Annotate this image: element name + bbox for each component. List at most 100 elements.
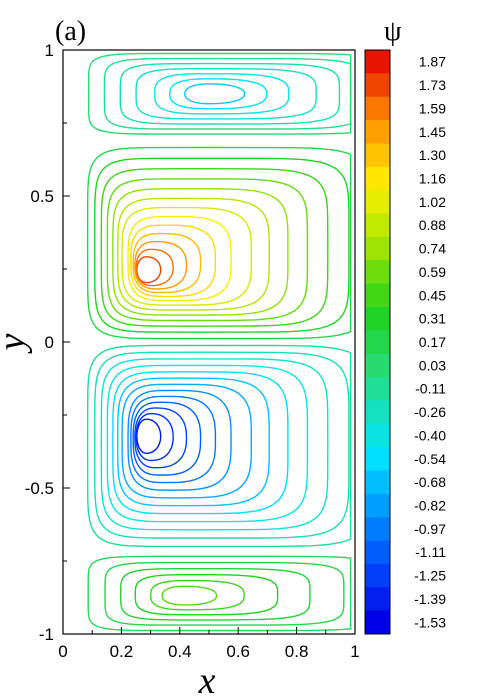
- x-axis-ticks: 0 0.2 0.4 0.6 0.8 1: [58, 627, 360, 661]
- contour-line: [100, 167, 329, 327]
- colorbar-swatch: [365, 423, 390, 448]
- colorbar-swatch: [365, 190, 390, 214]
- contour-line: [169, 78, 268, 110]
- contour-line: [136, 418, 162, 454]
- colorbar-swatch: [365, 260, 390, 284]
- colorbar-label: 1.73: [419, 77, 446, 93]
- contour-line: [121, 383, 252, 499]
- contour-line: [130, 395, 217, 484]
- colorbar-label: -1.53: [414, 614, 446, 630]
- contour-line: [112, 188, 289, 316]
- colorbar-label: 0.31: [419, 311, 446, 327]
- colorbar-label: -0.97: [414, 521, 446, 537]
- y-tick-label: -0.5: [25, 479, 54, 498]
- contour-line: [104, 561, 345, 626]
- colorbar-swatch: [365, 377, 390, 401]
- contour-line: [127, 215, 232, 302]
- colorbar-swatch: [365, 306, 390, 331]
- contour-line: [135, 68, 317, 120]
- colorbar-swatch: [365, 50, 390, 74]
- x-tick-label: 0.6: [226, 642, 250, 661]
- colorbar-label: -0.68: [414, 474, 446, 490]
- colorbar-label: 1.45: [419, 124, 446, 140]
- colorbar-label: 1.02: [419, 194, 446, 210]
- colorbar-swatch: [365, 213, 390, 238]
- colorbar-swatch: [365, 447, 390, 471]
- y-axis-label: y: [0, 333, 33, 354]
- colorbar-label: -0.26: [414, 404, 446, 420]
- panel-label: (a): [55, 16, 86, 47]
- contour-line: [132, 401, 202, 476]
- contour-line: [103, 57, 352, 130]
- colorbar-swatch: [365, 610, 390, 635]
- contour-line: [127, 389, 232, 491]
- colorbar-swatch: [365, 493, 390, 518]
- contour-line: [116, 377, 270, 507]
- colorbar-label: 1.16: [419, 170, 446, 186]
- contour-lines: [86, 52, 352, 632]
- contour-line: [87, 52, 352, 135]
- contour-line: [86, 146, 352, 340]
- y-tick-label: 0.5: [30, 187, 54, 206]
- colorbar-swatch: [365, 540, 390, 565]
- colorbar-swatch: [365, 73, 390, 98]
- colorbar-swatch: [365, 143, 390, 168]
- contour-line: [135, 248, 174, 287]
- colorbar-label: -0.40: [414, 427, 446, 443]
- colorbar-swatch: [365, 353, 390, 378]
- colorbar-title: ψ: [384, 16, 402, 47]
- colorbar-label: 0.59: [419, 264, 446, 280]
- contour-line: [106, 364, 309, 523]
- contour-line: [136, 256, 162, 284]
- contour-line: [121, 206, 252, 306]
- contour-line: [116, 197, 270, 311]
- colorbar-swatch: [365, 166, 390, 191]
- contour-line: [132, 232, 202, 294]
- contour-line: [149, 579, 245, 611]
- contour-line: [134, 574, 279, 616]
- x-tick-label: 0.2: [110, 642, 134, 661]
- colorbar-label: -1.11: [415, 544, 446, 560]
- colorbar-label: 0.03: [419, 357, 446, 373]
- x-axis-label: x: [198, 660, 216, 698]
- colorbar-swatch: [365, 470, 390, 495]
- x-tick-label: 1: [350, 642, 359, 661]
- colorbar-swatch: [365, 400, 390, 425]
- colorbar-swatch: [365, 587, 390, 612]
- contour-line: [130, 224, 217, 298]
- contour-line: [184, 83, 246, 105]
- colorbar-frame: [364, 49, 391, 635]
- contour-line: [134, 240, 188, 290]
- contour-line: [100, 358, 329, 531]
- y-tick-label: -1: [39, 625, 54, 644]
- contour-line: [134, 407, 188, 469]
- colorbar-label: 0.45: [419, 287, 446, 303]
- colorbar-label: -1.39: [414, 591, 446, 607]
- contour-line: [135, 413, 174, 462]
- y-tick-label: 1: [45, 41, 54, 60]
- contour-line: [112, 371, 289, 515]
- colorbar-swatch: [365, 96, 390, 121]
- colorbar-label: -0.54: [414, 451, 446, 467]
- contour-line: [94, 351, 350, 539]
- colorbar-label: -0.11: [415, 381, 446, 397]
- contour-line: [119, 62, 341, 125]
- colorbar-label: 1.30: [419, 147, 446, 163]
- colorbar-swatch: [365, 563, 390, 588]
- contour-line: [87, 555, 352, 632]
- x-tick-label: 0: [58, 642, 67, 661]
- colorbar-swatch: [365, 236, 390, 261]
- contour-line: [161, 585, 218, 606]
- colorbar-label: -0.82: [414, 498, 446, 514]
- contour-line: [86, 344, 352, 548]
- contour-line: [106, 178, 309, 322]
- colorbar-label: 1.59: [419, 100, 446, 116]
- y-axis-ticks: -1 -0.5 0 0.5 1: [25, 41, 70, 644]
- colorbar-swatch: [365, 283, 390, 308]
- contour-line: [94, 157, 350, 333]
- colorbar-swatch: [365, 120, 390, 144]
- colorbar-label: -1.25: [414, 568, 446, 584]
- contour-line: [154, 73, 290, 115]
- colorbar-label: 0.74: [419, 241, 446, 257]
